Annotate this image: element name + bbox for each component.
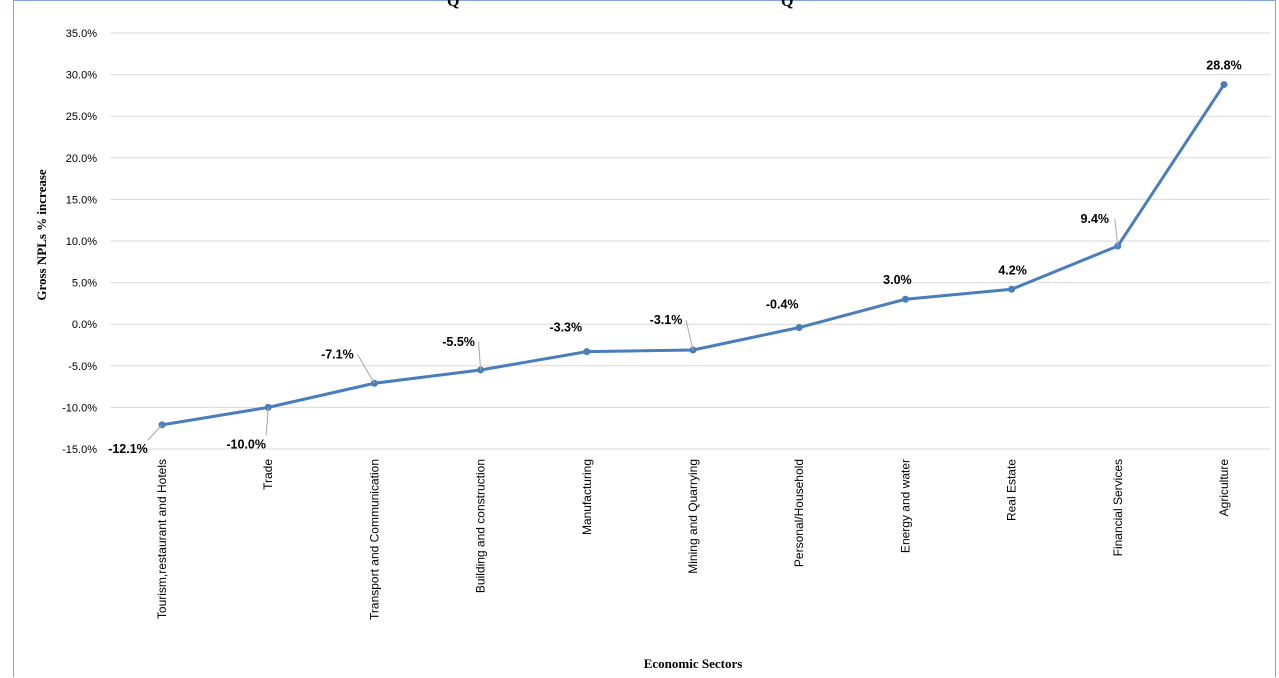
data-label: -3.3% [549, 321, 582, 335]
chart-frame [13, 0, 1276, 677]
x-tick-label: Building and construction [474, 459, 488, 593]
y-tick-label: 0.0% [72, 319, 97, 331]
x-axis-ticks: Tourism,restaurant and Hotels Trade Transp… [155, 459, 1231, 620]
x-tick-label: Real Estate [1005, 459, 1019, 521]
data-point [795, 324, 803, 332]
x-tick-label: Mining and Quarrying [686, 459, 700, 574]
data-label: 28.8% [1206, 59, 1241, 73]
data-labels: -12.1% -10.0% -7.1% -5.5% -3.3% -3.1% -0.4% 3.0… [108, 59, 1242, 456]
data-label-leader [147, 424, 163, 441]
data-point [583, 348, 591, 356]
data-point [901, 295, 909, 303]
data-label-leaders [147, 218, 1119, 441]
y-tick-label: 25.0% [66, 111, 97, 123]
data-label: 3.0% [883, 273, 912, 287]
data-label-leader [1114, 218, 1119, 247]
data-label: 4.2% [998, 263, 1027, 277]
data-label: 9.4% [1081, 212, 1110, 226]
x-tick-label: Manufacturing [580, 459, 594, 535]
data-label: -3.1% [650, 313, 683, 327]
data-label-leader [356, 354, 375, 384]
data-label: -12.1% [108, 442, 148, 456]
x-tick-label: Tourism,restaurant and Hotels [155, 459, 169, 619]
y-tick-label: 15.0% [66, 194, 97, 206]
x-tick-label: Energy and water [898, 459, 912, 553]
y-tick-label: 35.0% [66, 28, 97, 40]
data-label: -0.4% [766, 298, 799, 312]
x-tick-label: Trade [261, 459, 275, 490]
series-polyline [161, 83, 1226, 427]
y-tick-label: 5.0% [72, 278, 97, 290]
x-axis-title: Economic Sectors [644, 656, 743, 671]
data-label: -7.1% [321, 347, 354, 361]
title-fragment-1: Q [447, 0, 459, 10]
y-tick-label: -10.0% [62, 402, 97, 414]
gridlines [110, 32, 1270, 450]
data-label-leader [685, 319, 694, 351]
title-fragment-2: Q [781, 0, 793, 10]
x-tick-label: Transport and Communication [367, 459, 381, 620]
series-line [158, 81, 1228, 429]
x-tick-label: Financial Services [1111, 459, 1125, 556]
x-tick-label: Agriculture [1217, 459, 1231, 517]
data-point [1008, 285, 1016, 293]
data-label-leader [265, 407, 269, 436]
data-label: -10.0% [226, 437, 266, 451]
y-tick-label: 10.0% [66, 236, 97, 248]
y-axis-title: Gross NPLs % increase [34, 169, 49, 301]
y-tick-label: 20.0% [66, 153, 97, 165]
data-label-leader [478, 341, 482, 370]
data-point [1220, 81, 1228, 89]
data-label: -5.5% [442, 335, 475, 349]
x-tick-label: Personal/Household [792, 459, 806, 567]
y-tick-label: -5.0% [68, 361, 97, 373]
y-axis-ticks: -15.0% -10.0% -5.0% 0.0% 5.0% 10.0% 15.0% 20.0%… [62, 28, 97, 456]
y-tick-label: 30.0% [66, 70, 97, 82]
y-tick-label: -15.0% [62, 444, 97, 456]
chart-title: Q Q [447, 0, 793, 10]
